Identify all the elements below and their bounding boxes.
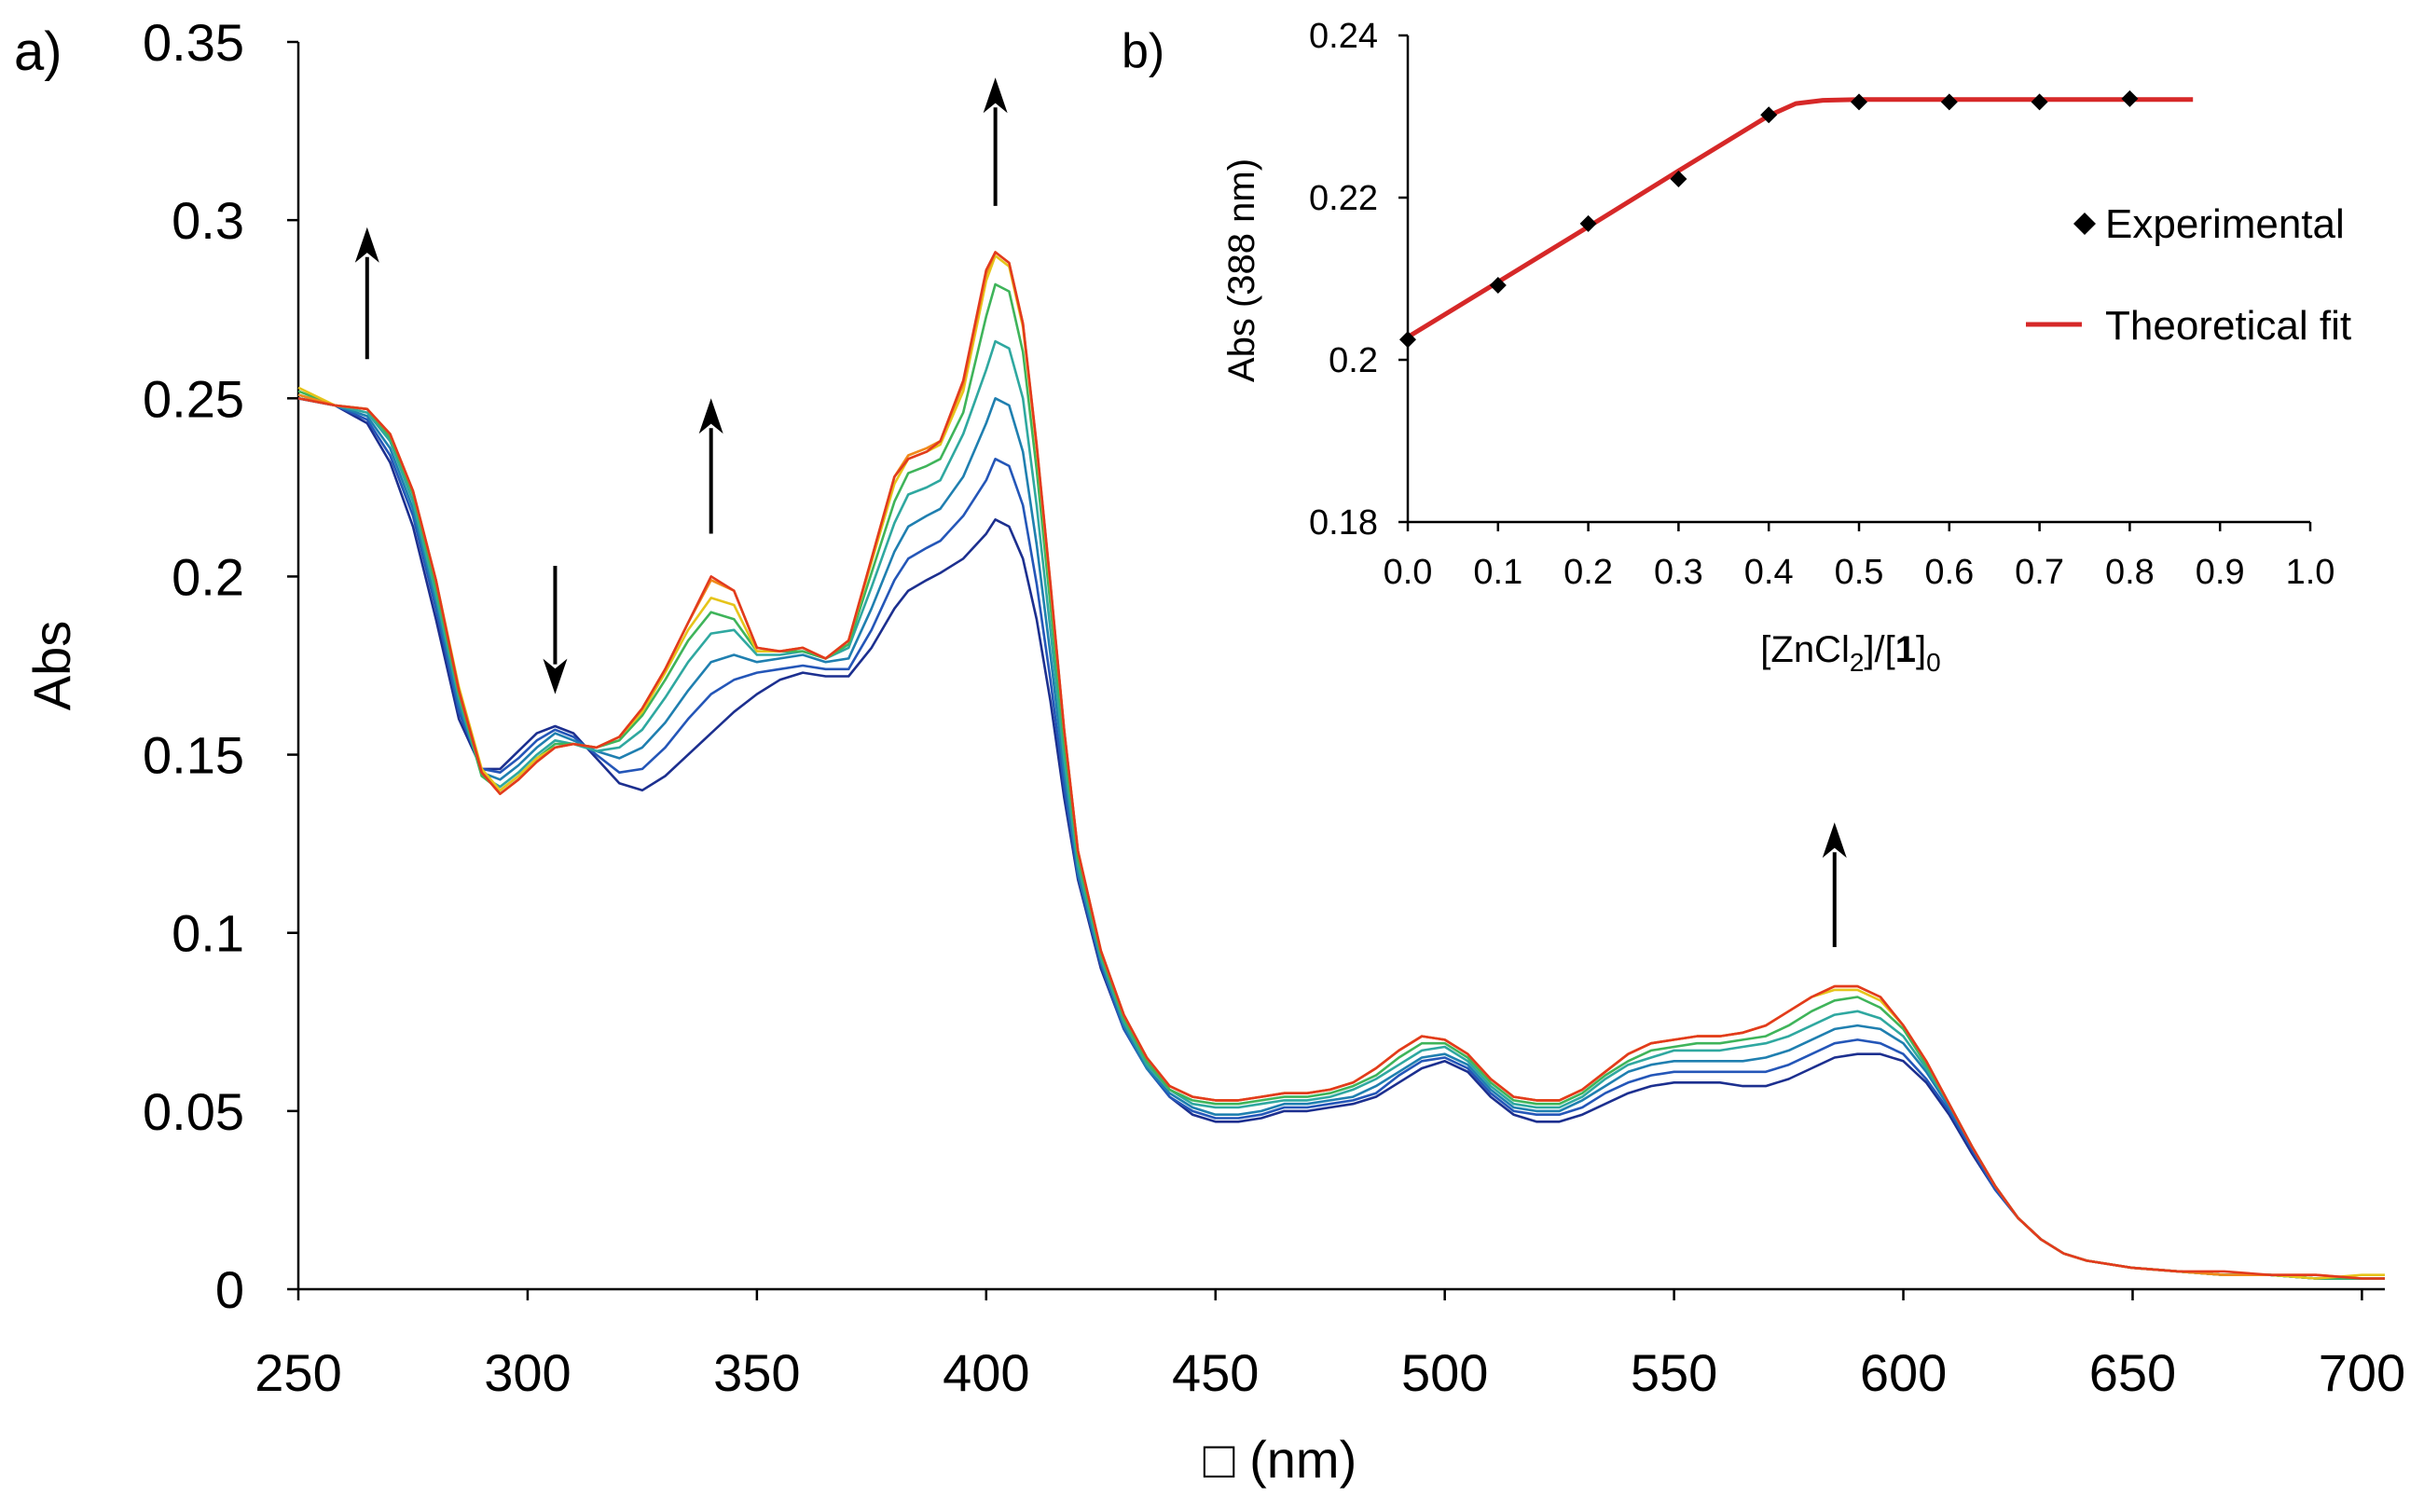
- b-x-tick-label: 0.4: [1744, 553, 1794, 592]
- b-x-ticks: 0.0 0.1 0.2 0.3 0.4 0.5 0.6 0.7 0.8 0.9 1.0: [1384, 522, 2335, 592]
- a-series-group: [297, 251, 2385, 1280]
- a-x-tick-label: 300: [484, 1343, 571, 1402]
- panel-a-label: a): [14, 21, 62, 82]
- a-arrow-4: [1822, 822, 1847, 948]
- b-experimental-point: [2031, 93, 2048, 111]
- b-series-group: [1399, 89, 2194, 349]
- b-y-tick-label: 0.2: [1329, 341, 1378, 380]
- b-x-axis-title: [ZnCl2]/[1]0: [1760, 629, 1940, 677]
- b-x-tick-label: 0.0: [1384, 553, 1433, 592]
- b-x-tick-label: 0.6: [1924, 553, 1974, 592]
- arrow-head: [983, 77, 1008, 114]
- b-fit-line: [1406, 97, 2194, 339]
- b-y-ticks: 0.18 0.2 0.22 0.24: [1309, 17, 1408, 543]
- a-y-ticks: 0 0.05 0.1 0.15 0.2 0.25 0.3 0.35: [143, 13, 298, 1319]
- b-experimental-point: [1940, 93, 1958, 111]
- a-y-tick-label: 0.3: [172, 191, 244, 250]
- b-x-tick-label: 0.9: [2196, 553, 2245, 592]
- a-y-tick-label: 0.2: [172, 547, 244, 606]
- b-experimental-point: [1399, 331, 1416, 349]
- b-experimental-point: [1670, 170, 1687, 187]
- a-x-ticks: 250 300 350 400 450 500 550 600 650 700: [255, 1289, 2405, 1402]
- b-x-tick-label: 0.5: [1835, 553, 1884, 592]
- a-x-tick-label: 450: [1172, 1343, 1259, 1402]
- panel-b: b) 0.18 0.2 0.22 0.24 0.0 0.1 0.2 0.3 0.4 0.5 0.6…: [1122, 17, 2351, 677]
- b-y-tick-label: 0.24: [1309, 17, 1378, 56]
- b-x-tick-label: 1.0: [2286, 553, 2335, 592]
- b-x-tick-label: 0.1: [1473, 553, 1522, 592]
- b-y-tick-label: 0.18: [1309, 503, 1378, 543]
- a-arrows: [354, 77, 1847, 948]
- a-series-line-3: [297, 339, 2385, 1280]
- a-y-axis-title: Abs: [22, 621, 81, 711]
- legend-diamond-marker: [2073, 213, 2096, 235]
- b-experimental-point: [1760, 106, 1778, 124]
- a-x-tick-label: 700: [2319, 1343, 2405, 1402]
- panel-b-label: b): [1122, 24, 1164, 78]
- a-series-line-4: [297, 282, 2385, 1280]
- a-y-tick-label: 0.1: [172, 904, 244, 963]
- legend-fit-label: Theoretical fit: [2105, 303, 2351, 349]
- b-y-axis-title: Abs (388 nm): [1221, 158, 1262, 382]
- a-x-tick-label: 600: [1860, 1343, 1947, 1402]
- b-experimental-point: [1851, 93, 1867, 111]
- a-x-tick-label: 650: [2089, 1343, 2176, 1402]
- b-experimental-point: [1489, 276, 1507, 294]
- a-x-tick-label: 250: [255, 1343, 341, 1402]
- a-series-line-7: [297, 251, 2385, 1280]
- a-arrow-3: [983, 77, 1008, 206]
- a-y-tick-label: 0.05: [143, 1082, 244, 1141]
- a-y-tick-label: 0.15: [143, 726, 244, 785]
- arrow-head: [1822, 822, 1847, 859]
- a-x-tick-label: 550: [1631, 1343, 1717, 1402]
- a-arrow-1: [543, 565, 568, 694]
- legend-experimental-label: Experimental: [2105, 201, 2345, 247]
- a-x-tick-label: 400: [943, 1343, 1029, 1402]
- b-x-tick-label: 0.7: [2015, 553, 2064, 592]
- a-arrow-0: [354, 227, 379, 360]
- panel-a: a) 0 0.05 0.1 0.15 0.2 0.25 0.3 0.35 250 300 350 4…: [14, 13, 2405, 1489]
- a-series-line-0: [297, 397, 2385, 1280]
- b-x-tick-label: 0.2: [1563, 553, 1613, 592]
- b-legend: Experimental Theoretical fit: [2026, 201, 2351, 349]
- b-y-tick-label: 0.22: [1309, 179, 1378, 218]
- b-x-tick-label: 0.8: [2105, 553, 2155, 592]
- a-series-line-2: [297, 397, 2385, 1280]
- b-x-tick-label: 0.3: [1654, 553, 1703, 592]
- a-arrow-2: [698, 398, 723, 534]
- arrow-head: [543, 658, 568, 694]
- arrow-head: [698, 398, 723, 434]
- a-x-tick-label: 350: [713, 1343, 800, 1402]
- a-y-tick-label: 0.25: [143, 369, 244, 428]
- a-series-line-1: [297, 397, 2385, 1280]
- b-experimental-point: [2121, 89, 2139, 107]
- b-experimental-point: [1579, 214, 1597, 232]
- a-x-tick-label: 500: [1401, 1343, 1488, 1402]
- arrow-head: [354, 227, 379, 263]
- a-y-tick-label: 0.35: [143, 13, 244, 72]
- a-x-axis-title: □ (nm): [1204, 1430, 1357, 1489]
- a-y-tick-label: 0: [215, 1260, 244, 1319]
